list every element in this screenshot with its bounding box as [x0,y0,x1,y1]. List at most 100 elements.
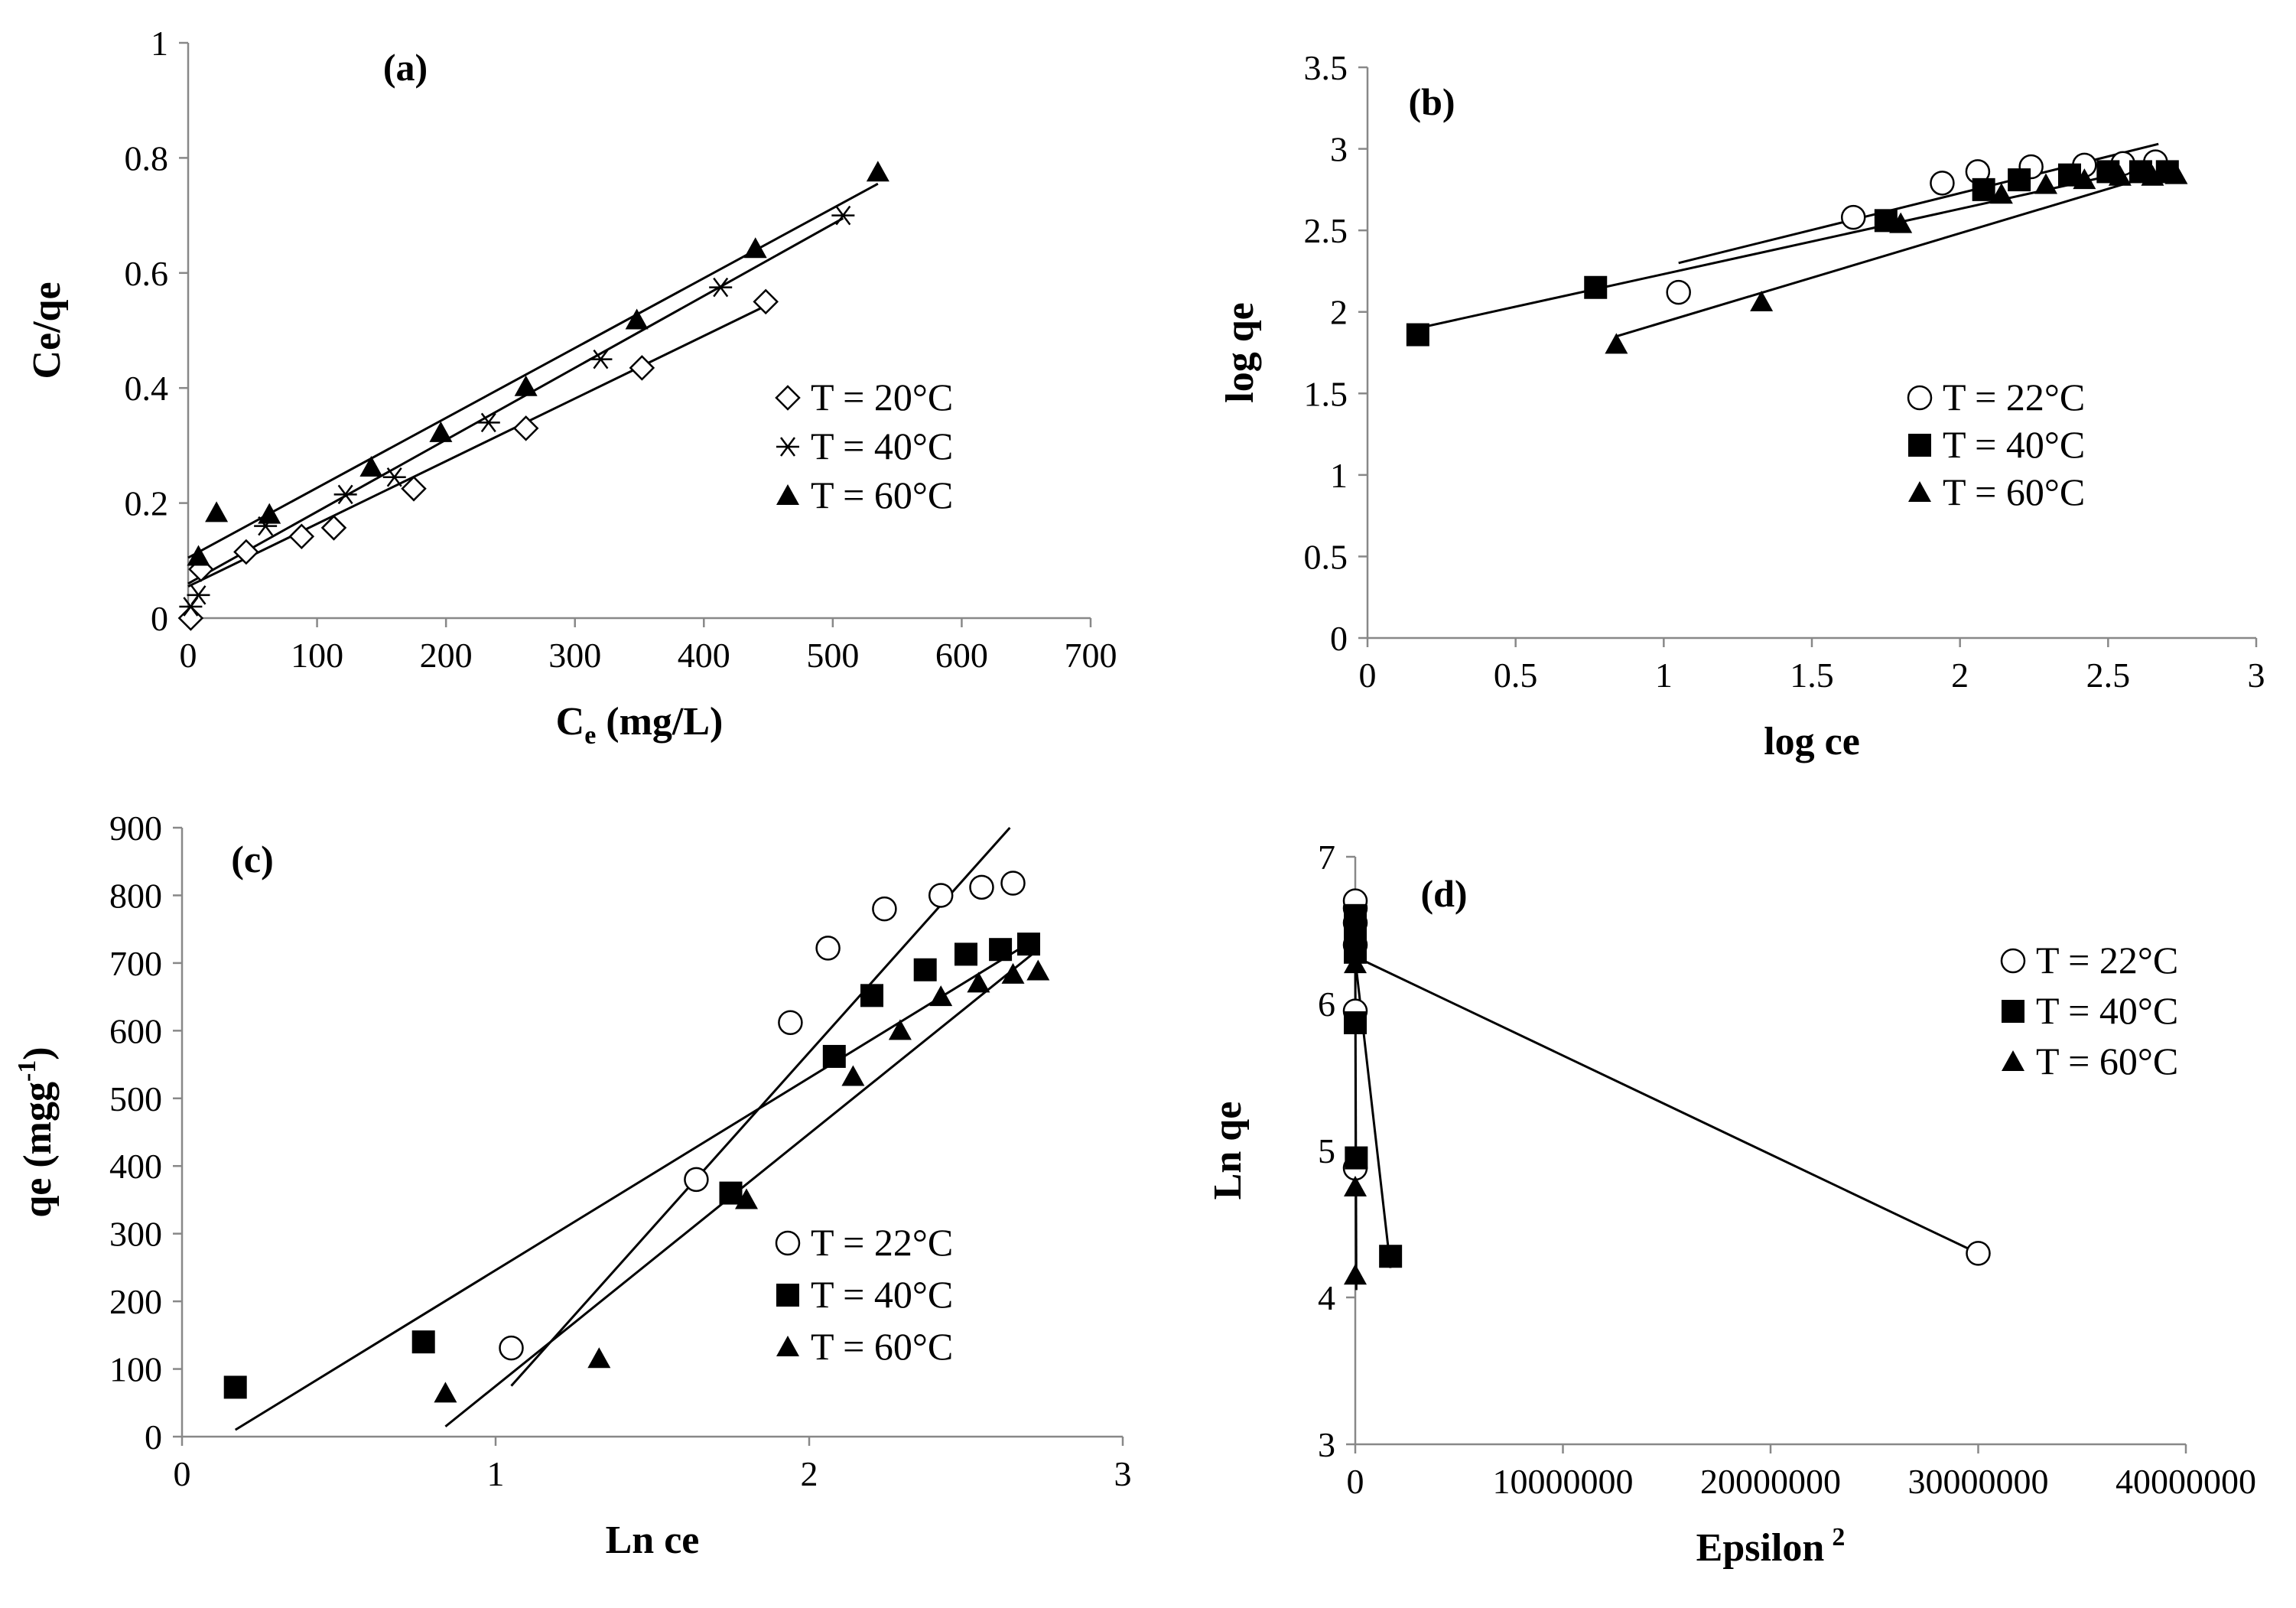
data-point-c-s2-2 [411,1330,435,1354]
data-point-a-s2-9 [831,205,855,226]
y-tick-label-d: 5 [1318,1131,1335,1170]
panel-label-a: (a) [383,46,428,89]
x-tick-label-b: 3 [2248,656,2265,695]
y-axis-title-b: log qe [1218,302,1262,402]
data-point-a-s1-5 [320,515,347,541]
data-point-c-s2-9 [1017,933,1040,956]
y-tick-label-c: 900 [109,809,162,848]
y-tick-label-c: 0 [145,1418,162,1457]
x-tick-label-b: 1 [1655,656,1673,695]
data-point-b-s3-3 [1889,212,1913,233]
data-point-d-s2-1 [1379,1245,1403,1268]
data-point-c-s2-7 [954,942,977,966]
data-point-c-s3-8 [1001,962,1025,984]
data-point-d-s2-2 [1345,1146,1368,1170]
data-point-d-s3-2 [1344,1176,1367,1196]
legend-label-a-1: T = 20°C [811,376,953,418]
data-point-a-s3-7 [625,308,649,330]
data-point-c-s3-1 [434,1382,457,1403]
data-point-a-s2-7 [589,349,613,369]
data-point-c-s3-3 [735,1188,758,1209]
y-tick-label-b: 0.5 [1304,537,1348,576]
chart-panel-b: 0 0.5 1 1.5 2 2.5 3 3.5 0 0.5 1 1.5 2 2.5 3 (b) log ce lo… [1218,48,2265,763]
data-point-a-s2-5 [382,467,406,487]
legend-marker-c-1 [775,1230,801,1256]
data-point-b-s1-3 [1930,171,1955,196]
x-axis-title-d: Epsilon 2 [1696,1523,1846,1570]
data-point-a-s1-9 [753,288,779,315]
data-point-a-s1-8 [629,355,655,381]
x-axis-title-a: Ce (mg/L) [556,700,724,750]
data-point-a-s1-1 [177,605,204,631]
data-point-a-s1-7 [512,415,539,441]
data-point-c-s2-8 [989,938,1013,962]
y-tick-label-b: 2.5 [1304,211,1348,250]
x-tick-label-b: 2 [1951,656,1969,695]
data-point-b-s2-1 [1406,323,1429,347]
y-tick-label-b: 0 [1330,619,1348,658]
data-point-c-s2-6 [913,958,937,981]
data-point-c-s2-5 [860,984,883,1007]
fit-line-a-series-3 [187,182,879,559]
y-tick-label-a: 1 [151,24,168,63]
y-tick-label-a: 0.6 [125,254,169,293]
legend-marker-d-1 [2000,948,2026,974]
panel-label-b: (b) [1408,80,1455,123]
data-point-b-s3-7 [2108,164,2132,186]
x-tick-label-c: 3 [1114,1454,1132,1493]
data-point-d-s3-4 [1344,933,1367,955]
x-tick-label-b: 0.5 [1494,656,1538,695]
data-point-a-s1-3 [233,539,259,565]
data-point-a-s3-2 [205,501,229,522]
data-point-a-s3-1 [187,545,210,566]
data-point-a-s1-6 [401,476,427,502]
data-point-a-s2-8 [709,277,733,298]
legend-label-a-2: T = 40°C [811,425,953,467]
data-point-c-s3-4 [841,1065,865,1086]
y-axis-title-a: Ce/qe [25,282,69,379]
x-tick-label-d: 20000000 [1700,1462,1841,1501]
legend-label-b-1: T = 22°C [1943,376,2085,418]
legend-marker-c-3 [776,1336,799,1356]
legend-label-c-3: T = 60°C [811,1325,953,1368]
x-tick-label-c: 2 [801,1454,818,1493]
data-point-c-s1-6 [928,883,954,908]
y-tick-label-c: 800 [109,876,162,915]
data-point-a-s2-4 [333,484,357,505]
fit-line-d-series-1 [1355,955,1979,1255]
y-tick-label-d: 6 [1318,985,1335,1024]
legend-marker-b-2 [1908,434,1931,457]
data-point-b-s2-5 [2008,168,2031,192]
data-point-b-s3-6 [2073,168,2096,190]
fit-line-b-series-2 [1417,161,2174,330]
x-tick-label-b: 2.5 [2086,656,2131,695]
data-point-a-s3-9 [866,161,889,182]
data-point-c-s2-1 [223,1375,247,1399]
x-axis-title-b: log ce [1764,720,1860,763]
x-tick-label-d: 40000000 [2116,1462,2256,1501]
legend-marker-a-3 [776,484,799,505]
y-tick-label-b: 3.5 [1304,48,1348,87]
legend-label-d-3: T = 60°C [2036,1040,2178,1082]
x-tick-label-a: 700 [1065,636,1117,675]
data-point-d-s1-1 [1966,1241,1991,1266]
x-tick-label-d: 30000000 [1908,1462,2049,1501]
x-tick-label-d: 0 [1347,1462,1364,1501]
x-tick-label-a: 500 [806,636,859,675]
legend-marker-d-2 [2002,1000,2024,1023]
data-point-c-s2-3 [719,1181,743,1205]
legend-marker-a-2 [776,437,799,457]
y-tick-label-b: 1.5 [1304,374,1348,413]
data-point-c-s3-2 [587,1347,611,1369]
legend-label-c-2: T = 40°C [811,1273,953,1316]
data-point-b-s2-2 [1584,275,1608,299]
data-point-a-s2-6 [476,412,500,433]
chart-panel-d: 3 4 5 6 7 0 10000000 20000000 30000000 40000000 (d… [1206,838,2256,1570]
data-point-c-s1-1 [499,1335,524,1361]
x-tick-label-b: 0 [1359,656,1377,695]
x-tick-label-c: 0 [174,1454,191,1493]
data-point-c-s3-6 [929,985,953,1007]
chart-panel-a: 0 0.2 0.4 0.6 0.8 1 0 100 200 300 400 500 600 700 (a) C… [25,24,1117,750]
y-tick-label-b: 2 [1330,293,1348,332]
y-tick-label-a: 0 [151,599,168,638]
